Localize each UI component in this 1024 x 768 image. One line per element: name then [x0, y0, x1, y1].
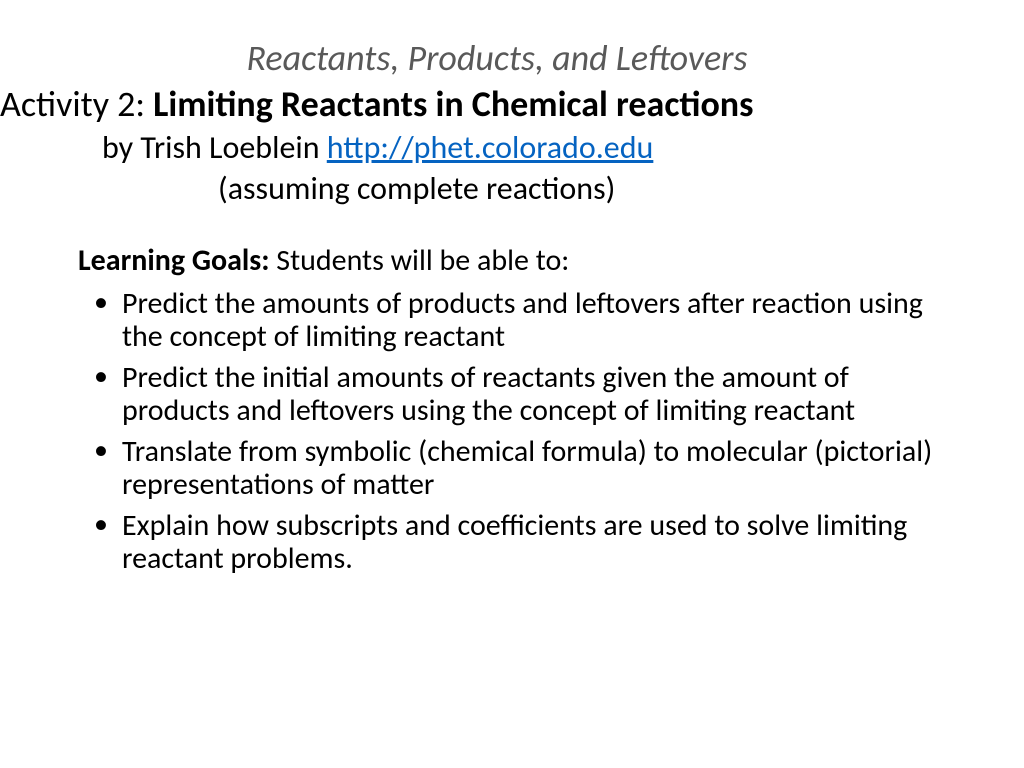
learning-goals-block: Learning Goals: Students will be able to… [0, 244, 994, 575]
goals-list: Predict the amounts of products and left… [78, 287, 934, 575]
activity-topic: Limiting Reactants in Chemical reactions [153, 82, 753, 126]
list-item: Predict the amounts of products and left… [122, 287, 934, 353]
byline-author: by Trish Loeblein [102, 128, 327, 167]
list-item: Predict the initial amounts of reactants… [122, 361, 934, 427]
activity-label: Activity 2: [0, 82, 153, 126]
goals-intro: Learning Goals: Students will be able to… [78, 244, 934, 279]
goals-intro-rest: Students will be able to: [276, 242, 569, 279]
byline: by Trish Loeblein http://phet.colorado.e… [0, 128, 994, 167]
goals-intro-lead: Learning Goals: [78, 242, 276, 279]
slide-title: Reactants, Products, and Leftovers [0, 36, 994, 80]
activity-line: Activity 2: Limiting Reactants in Chemic… [0, 82, 994, 126]
header-block: Reactants, Products, and Leftovers Activ… [0, 36, 994, 208]
phet-link[interactable]: http://phet.colorado.edu [327, 128, 654, 167]
list-item: Explain how subscripts and coefficients … [122, 509, 934, 575]
list-item: Translate from symbolic (chemical formul… [122, 435, 934, 501]
byline-note: (assuming complete reactions) [0, 169, 994, 208]
